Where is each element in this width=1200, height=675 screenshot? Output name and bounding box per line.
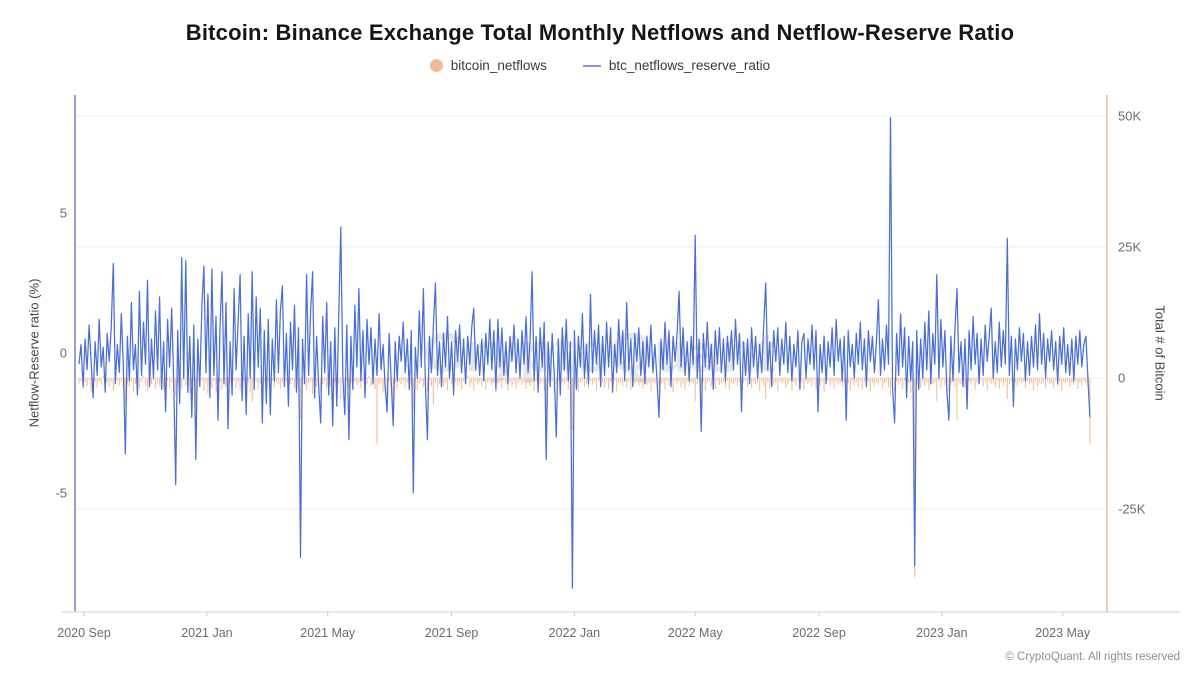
y-left-tick-label: 0 <box>60 346 67 361</box>
x-tick-label: 2021 Sep <box>425 626 479 640</box>
y-right-tick-label: -25K <box>1118 502 1146 517</box>
y-right-tick-label: 25K <box>1118 240 1141 255</box>
x-tick-label: 2022 Sep <box>792 626 846 640</box>
copyright-note: © CryptoQuant. All rights reserved <box>1005 651 1180 663</box>
reserve-ratio-line <box>78 117 1091 589</box>
legend-label: btc_netflows_reserve_ratio <box>608 58 771 73</box>
legend-item-bitcoin-netflows[interactable]: bitcoin_netflows <box>429 58 547 73</box>
x-tick-label: 2021 Jan <box>181 626 232 640</box>
left-axis-title: Netflow-Reserve ratio (%) <box>26 278 42 428</box>
chart-title: Bitcoin: Binance Exchange Total Monthly … <box>185 20 1015 45</box>
legend-label: bitcoin_netflows <box>450 58 547 73</box>
x-tick-label: 2022 May <box>668 626 724 640</box>
ratio-swatch-icon <box>582 64 601 67</box>
legend: bitcoin_netflows btc_netflows_reserve_ra… <box>0 58 1200 73</box>
x-tick-label: 2022 Jan <box>549 626 600 640</box>
legend-item-reserve-ratio[interactable]: btc_netflows_reserve_ratio <box>582 58 771 73</box>
y-left-tick-label: -5 <box>55 486 67 501</box>
y-right-tick-label: 50K <box>1118 109 1141 124</box>
plot-area[interactable] <box>75 95 1107 612</box>
x-tick-label: 2023 Jan <box>916 626 967 640</box>
netflows-swatch-icon <box>429 59 443 72</box>
x-tick-label: 2023 May <box>1035 626 1091 640</box>
netflow-bars <box>78 375 1091 578</box>
x-tick-label: 2020 Sep <box>57 626 111 640</box>
right-axis-title: Total # of Bitcoin <box>1152 305 1168 401</box>
x-tick-label: 2021 May <box>300 626 356 640</box>
y-right-tick-label: 0 <box>1118 371 1125 386</box>
y-left-tick-label: 5 <box>60 206 67 221</box>
